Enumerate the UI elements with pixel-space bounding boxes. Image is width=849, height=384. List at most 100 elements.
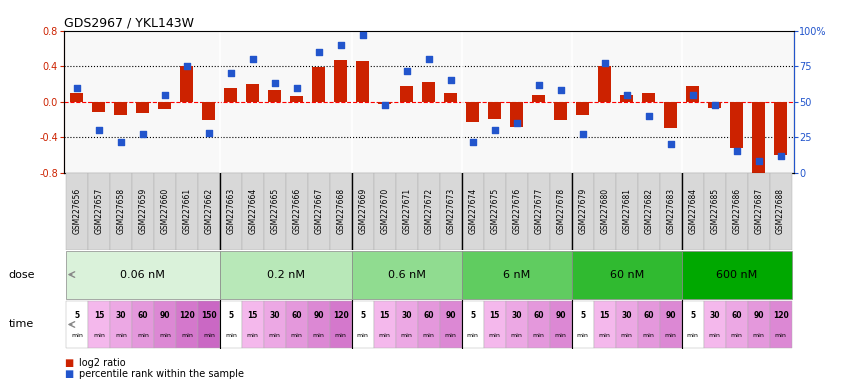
Bar	[484, 173, 506, 250]
Text: GSM227688: GSM227688	[776, 188, 785, 234]
Text: GSM227664: GSM227664	[248, 188, 257, 234]
Text: min: min	[467, 333, 479, 338]
Text: 90: 90	[666, 311, 676, 320]
Text: dose: dose	[8, 270, 35, 280]
Text: min: min	[335, 333, 346, 338]
Bar	[708, 102, 722, 108]
Bar	[620, 95, 633, 102]
Point	[290, 84, 304, 91]
Text: min: min	[159, 333, 171, 338]
Text: 30: 30	[621, 311, 632, 320]
Bar	[335, 60, 347, 102]
Text: 60: 60	[291, 311, 302, 320]
Bar	[264, 173, 286, 250]
Bar	[136, 102, 149, 113]
Bar	[528, 301, 549, 348]
Bar	[198, 173, 220, 250]
Bar	[132, 173, 154, 250]
Bar	[422, 82, 436, 102]
Point	[708, 101, 722, 108]
Text: 15: 15	[380, 311, 390, 320]
Bar	[748, 173, 770, 250]
Text: min: min	[599, 333, 610, 338]
Text: ■: ■	[64, 369, 73, 379]
Bar	[682, 301, 704, 348]
Text: GSM227657: GSM227657	[94, 188, 104, 234]
Bar	[329, 301, 351, 348]
Text: min: min	[687, 333, 699, 338]
Bar	[180, 66, 194, 102]
Bar	[704, 301, 726, 348]
Point	[554, 87, 567, 93]
Point	[70, 84, 84, 91]
Bar	[660, 173, 682, 250]
Bar	[660, 301, 682, 348]
Text: min: min	[379, 333, 391, 338]
Text: GSM227672: GSM227672	[424, 188, 433, 234]
Point	[466, 139, 480, 145]
Text: GSM227660: GSM227660	[160, 188, 169, 234]
Text: GSM227661: GSM227661	[183, 188, 191, 234]
Text: min: min	[115, 333, 127, 338]
Text: min: min	[621, 333, 633, 338]
Text: GSM227671: GSM227671	[402, 188, 411, 234]
Point	[576, 131, 589, 137]
Bar	[308, 301, 329, 348]
Text: min: min	[423, 333, 435, 338]
Bar	[528, 173, 549, 250]
Text: 0.06 nM: 0.06 nM	[121, 270, 166, 280]
Text: 5: 5	[470, 311, 475, 320]
Bar	[748, 301, 770, 348]
Text: GSM227667: GSM227667	[314, 188, 323, 234]
Text: percentile rank within the sample: percentile rank within the sample	[79, 369, 244, 379]
Text: GSM227684: GSM227684	[689, 188, 697, 234]
Text: ■: ■	[64, 358, 73, 368]
Bar	[532, 95, 545, 102]
Bar	[752, 102, 765, 173]
Text: GSM227681: GSM227681	[622, 188, 631, 234]
Bar	[638, 173, 660, 250]
Text: 30: 30	[710, 311, 720, 320]
Text: 15: 15	[248, 311, 258, 320]
Point	[730, 148, 744, 154]
Text: GSM227682: GSM227682	[644, 188, 653, 234]
Text: 5: 5	[360, 311, 365, 320]
Text: min: min	[774, 333, 786, 338]
Bar	[642, 93, 655, 102]
Text: 120: 120	[773, 311, 789, 320]
Text: 600 nM: 600 nM	[716, 270, 757, 280]
Bar	[132, 301, 154, 348]
Bar	[598, 66, 611, 102]
Text: 5: 5	[690, 311, 695, 320]
Text: GSM227680: GSM227680	[600, 188, 610, 234]
Text: GSM227668: GSM227668	[336, 188, 346, 234]
Text: 90: 90	[313, 311, 324, 320]
Text: GSM227687: GSM227687	[754, 188, 763, 234]
Text: min: min	[203, 333, 215, 338]
Bar	[616, 173, 638, 250]
Text: min: min	[445, 333, 457, 338]
Bar	[220, 173, 242, 250]
Bar	[549, 173, 571, 250]
Bar	[462, 173, 484, 250]
Point	[246, 56, 260, 62]
Point	[136, 131, 149, 137]
Bar	[462, 301, 484, 348]
Bar	[220, 251, 351, 298]
Point	[400, 68, 413, 74]
Text: 120: 120	[333, 311, 349, 320]
Text: 60 nM: 60 nM	[610, 270, 644, 280]
Text: min: min	[554, 333, 566, 338]
Bar	[66, 173, 87, 250]
Bar	[351, 173, 374, 250]
Bar	[396, 301, 418, 348]
Point	[620, 91, 633, 98]
Text: 5: 5	[75, 311, 80, 320]
Bar	[484, 301, 506, 348]
Bar	[466, 102, 480, 122]
Bar	[176, 301, 198, 348]
Text: 90: 90	[555, 311, 566, 320]
Point	[158, 91, 171, 98]
Text: GSM227683: GSM227683	[666, 188, 675, 234]
Bar	[774, 102, 787, 155]
